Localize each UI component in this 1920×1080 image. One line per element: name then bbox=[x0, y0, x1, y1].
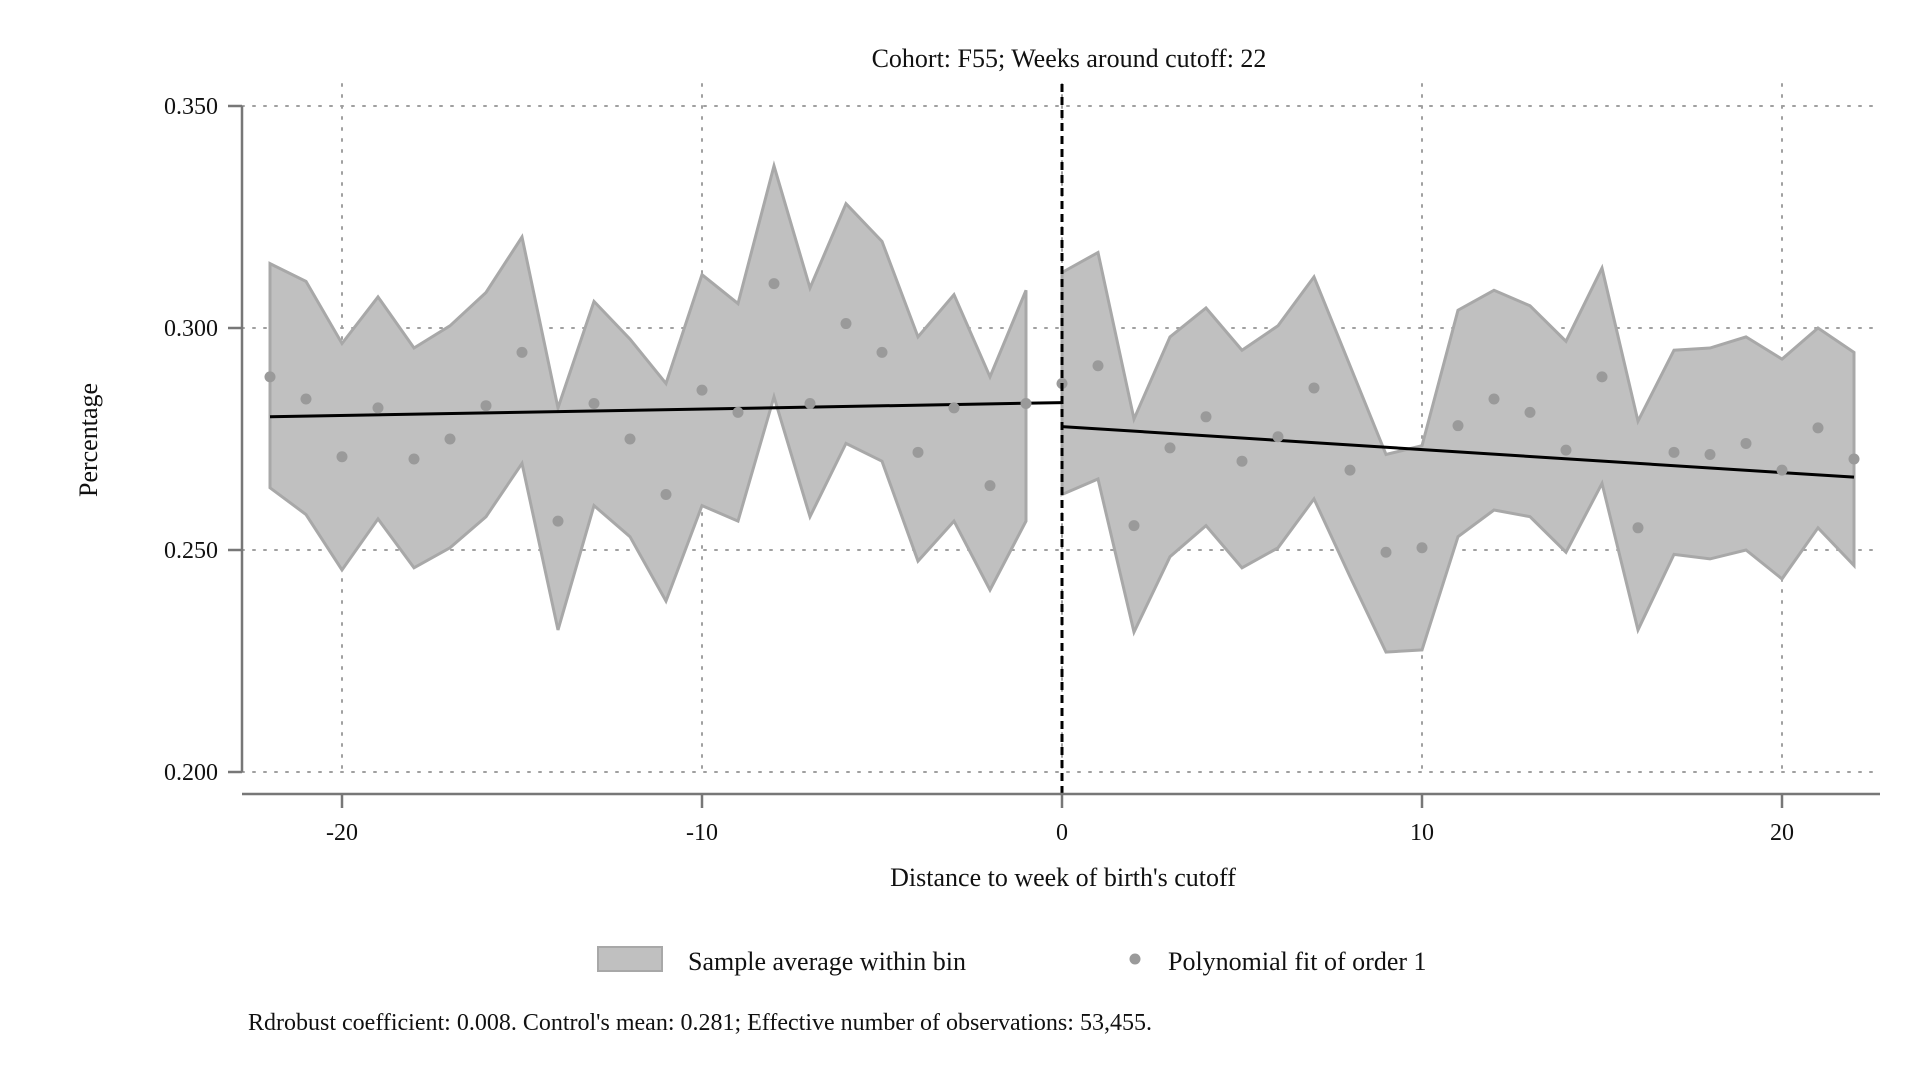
data-point-32 bbox=[1416, 542, 1428, 554]
axes: 0.200 0.250 0.300 0.350 -20 -10 0 10 20 bbox=[164, 94, 1880, 846]
data-point-10 bbox=[624, 433, 636, 445]
data-point-44 bbox=[1848, 453, 1860, 465]
data-point-41 bbox=[1740, 437, 1752, 449]
data-point-0 bbox=[264, 371, 276, 383]
fit-lines bbox=[269, 401, 1855, 479]
data-point-35 bbox=[1524, 406, 1536, 418]
chart-title: Cohort: F55; Weeks around cutoff: 22 bbox=[872, 44, 1267, 73]
y-tick-label-1: 0.250 bbox=[164, 538, 218, 564]
band-left bbox=[268, 160, 1028, 631]
data-point-39 bbox=[1668, 446, 1680, 458]
data-point-27 bbox=[1236, 455, 1248, 467]
y-axis-title: Percentage bbox=[74, 383, 103, 497]
data-point-15 bbox=[804, 397, 816, 409]
data-point-17 bbox=[876, 346, 888, 358]
data-point-18 bbox=[912, 446, 924, 458]
x-axis-title: Distance to week of birth's cutoff bbox=[890, 863, 1236, 892]
data-point-23 bbox=[1092, 360, 1104, 372]
data-point-31 bbox=[1380, 546, 1392, 558]
data-point-26 bbox=[1200, 411, 1212, 423]
legend-band-swatch bbox=[597, 946, 663, 972]
data-point-33 bbox=[1452, 420, 1464, 432]
data-point-21 bbox=[1020, 397, 1032, 409]
data-point-14 bbox=[768, 278, 780, 290]
data-point-1 bbox=[300, 393, 312, 405]
data-point-6 bbox=[480, 400, 492, 412]
scatter-points bbox=[264, 278, 1860, 558]
data-point-20 bbox=[984, 480, 996, 492]
data-point-19 bbox=[948, 402, 960, 414]
data-point-9 bbox=[588, 397, 600, 409]
fit-line-right bbox=[1061, 425, 1855, 479]
legend: Sample average within bin Polynomial fit… bbox=[597, 946, 1427, 976]
data-point-34 bbox=[1488, 393, 1500, 405]
x-tick-label-4: 20 bbox=[1770, 820, 1794, 846]
data-point-3 bbox=[372, 402, 384, 414]
data-point-11 bbox=[660, 489, 672, 500]
legend-points-marker bbox=[1129, 953, 1141, 965]
data-point-28 bbox=[1272, 431, 1284, 443]
x-tick-label-0: -20 bbox=[326, 820, 358, 846]
data-point-36 bbox=[1560, 444, 1572, 456]
data-point-16 bbox=[840, 318, 852, 330]
y-tick-label-3: 0.350 bbox=[164, 94, 218, 120]
data-point-12 bbox=[696, 384, 708, 396]
data-point-30 bbox=[1344, 464, 1356, 476]
data-point-2 bbox=[336, 451, 348, 463]
y-tick-label-0: 0.200 bbox=[164, 760, 218, 786]
x-tick-label-1: -10 bbox=[686, 820, 718, 846]
chart-footnote: Rdrobust coefficient: 0.008. Control's m… bbox=[248, 1010, 1152, 1036]
data-point-25 bbox=[1164, 442, 1176, 454]
data-point-38 bbox=[1632, 522, 1644, 534]
data-point-40 bbox=[1704, 449, 1716, 461]
data-point-13 bbox=[732, 406, 744, 418]
data-point-42 bbox=[1776, 464, 1788, 476]
data-point-43 bbox=[1812, 422, 1824, 434]
data-point-7 bbox=[516, 346, 528, 358]
data-point-4 bbox=[408, 453, 420, 465]
data-point-5 bbox=[444, 433, 456, 445]
data-point-37 bbox=[1596, 371, 1608, 383]
data-point-8 bbox=[552, 515, 564, 527]
data-point-24 bbox=[1128, 520, 1140, 532]
x-tick-label-3: 10 bbox=[1410, 820, 1434, 846]
legend-points-label: Polynomial fit of order 1 bbox=[1168, 947, 1427, 976]
y-tick-label-2: 0.300 bbox=[164, 316, 218, 342]
data-point-29 bbox=[1308, 382, 1320, 394]
legend-band-label: Sample average within bin bbox=[688, 947, 966, 976]
fit-line-left bbox=[269, 401, 1063, 419]
x-tick-label-2: 0 bbox=[1056, 820, 1068, 846]
